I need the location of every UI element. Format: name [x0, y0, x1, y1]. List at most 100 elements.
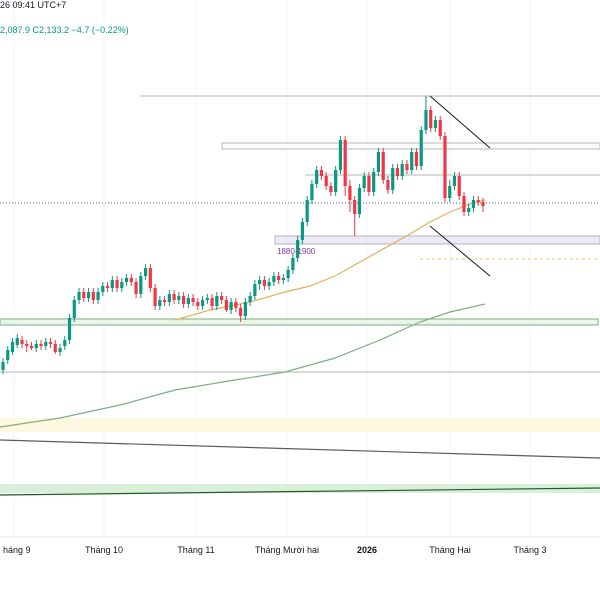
candle-body: [205, 298, 209, 300]
candle-body: [448, 186, 452, 198]
candle-body: [210, 298, 214, 306]
candle: [248, 292, 252, 306]
candle-body: [305, 200, 309, 222]
candle: [357, 184, 362, 218]
moving-average-line: [0, 439, 600, 459]
candle: [424, 96, 428, 134]
candle-body: [324, 176, 328, 186]
candle: [143, 264, 148, 280]
support-zone[interactable]: [0, 318, 599, 326]
candle: [462, 192, 466, 216]
trend-line[interactable]: [429, 225, 491, 277]
candle: [324, 172, 328, 190]
candle-body: [158, 300, 162, 306]
candle: [395, 164, 400, 180]
candle-body: [20, 340, 24, 344]
candle-body: [34, 344, 38, 348]
candle-body: [400, 164, 404, 176]
candle: [220, 292, 224, 304]
candle-body: [196, 302, 200, 306]
candle-body: [101, 286, 105, 292]
candle: [376, 148, 381, 176]
support-zones: [0, 142, 600, 493]
candle-body: [386, 180, 390, 190]
candle-body: [224, 300, 228, 310]
candle: [110, 276, 114, 292]
candle-body: [315, 170, 319, 184]
trend-line[interactable]: [429, 95, 491, 149]
candle: [153, 284, 157, 310]
candle-body: [471, 200, 476, 208]
candle: [400, 160, 404, 180]
candle: [205, 294, 209, 304]
candle-body: [44, 342, 48, 346]
candle: [129, 274, 133, 286]
candle: [243, 298, 247, 320]
candle: [1, 358, 5, 374]
candle-body: [291, 258, 295, 270]
moving-averages: [0, 199, 600, 496]
candle-body: [124, 278, 129, 282]
candle-body: [86, 292, 91, 298]
candle-body: [153, 288, 157, 306]
candle-body: [63, 340, 67, 346]
candle-body: [353, 200, 357, 214]
candle-body: [481, 202, 485, 206]
candle: [224, 296, 228, 312]
candle-body: [201, 300, 205, 306]
candle-body: [243, 302, 247, 316]
candle-body: [253, 284, 257, 296]
candle: [167, 290, 171, 306]
candle: [281, 274, 285, 284]
candle: [63, 336, 67, 350]
horizontal-lines: [0, 95, 600, 373]
support-zone[interactable]: [274, 235, 600, 245]
candle-body: [429, 110, 433, 128]
candle: [315, 166, 319, 188]
candle: [86, 288, 91, 302]
candle: [353, 196, 357, 236]
candle: [148, 264, 152, 292]
candle: [443, 132, 447, 202]
candle: [96, 288, 100, 304]
candle-body: [234, 302, 238, 308]
candle-body: [410, 152, 414, 170]
time-tick-label: Tháng 11: [177, 545, 214, 555]
candle: [305, 196, 309, 226]
candle-body: [395, 168, 400, 176]
candle: [186, 294, 190, 308]
candle: [120, 278, 124, 292]
candle-body: [476, 200, 480, 202]
candle: [296, 236, 300, 262]
candle-body: [167, 294, 171, 302]
support-zone[interactable]: [0, 418, 600, 432]
candle: [338, 136, 343, 174]
candle-body: [143, 268, 148, 276]
candle: [172, 290, 176, 304]
support-zone[interactable]: [0, 484, 600, 493]
candle: [391, 164, 395, 194]
candle: [34, 340, 38, 352]
moving-average-line: [0, 487, 600, 496]
moving-average-line: [0, 303, 486, 428]
candle-body: [67, 318, 72, 340]
candle-body: [467, 208, 471, 212]
candle-body: [39, 344, 43, 346]
candle: [67, 314, 72, 344]
candle: [481, 198, 485, 212]
candle: [196, 298, 200, 310]
time-tick-label: Tháng 3: [513, 545, 546, 555]
candle: [15, 334, 19, 348]
support-zone[interactable]: [221, 142, 600, 150]
candle-body: [367, 176, 371, 192]
candle: [25, 340, 29, 352]
candle-body: [120, 282, 124, 288]
candle: [101, 282, 105, 296]
time-tick-label: 2026: [357, 545, 377, 555]
candle: [367, 172, 371, 196]
candle: [433, 116, 438, 132]
candle-body: [48, 342, 53, 344]
candle-body: [110, 280, 114, 288]
